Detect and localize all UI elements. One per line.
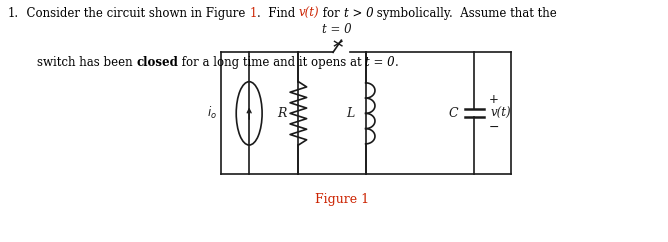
Text: L: L (346, 107, 354, 120)
Text: −: − (488, 121, 499, 134)
Text: v(t): v(t) (299, 7, 319, 20)
Text: for a long time and it opens at: for a long time and it opens at (178, 56, 365, 69)
Text: +: + (488, 92, 498, 106)
Text: t = 0: t = 0 (365, 56, 395, 69)
Text: v(t): v(t) (490, 107, 511, 120)
Text: closed: closed (136, 56, 178, 69)
Text: .: . (395, 56, 399, 69)
Text: 1: 1 (249, 7, 257, 20)
Text: for: for (319, 7, 344, 20)
Text: switch has been: switch has been (37, 56, 136, 69)
Text: C: C (449, 107, 458, 120)
Text: R: R (278, 107, 287, 120)
Text: Consider the circuit shown in Figure: Consider the circuit shown in Figure (19, 7, 249, 20)
Text: symbolically.  Assume that the: symbolically. Assume that the (373, 7, 557, 20)
Text: $i_o$: $i_o$ (206, 105, 216, 121)
Text: Figure 1: Figure 1 (315, 193, 369, 206)
Text: .  Find: . Find (257, 7, 299, 20)
Text: t > 0: t > 0 (344, 7, 373, 20)
Text: 1.: 1. (8, 7, 19, 20)
Text: t = 0: t = 0 (323, 23, 352, 37)
